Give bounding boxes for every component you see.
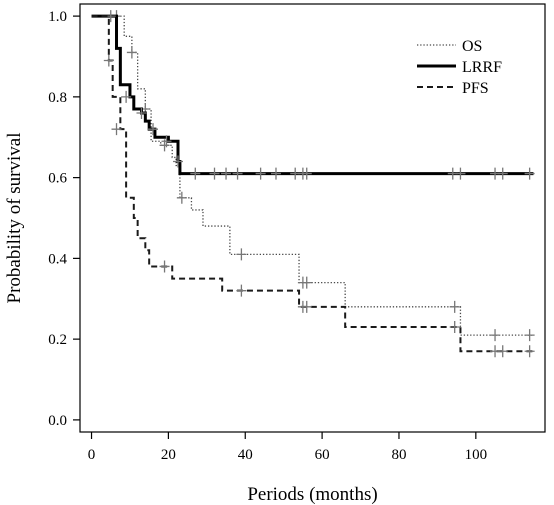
censor-mark-os	[176, 191, 187, 204]
y-tick-label: 0.0	[48, 413, 67, 429]
censor-mark-lrrf	[497, 167, 508, 180]
censor-mark-lrrf	[172, 155, 183, 168]
censor-mark-lrrf	[221, 167, 232, 180]
y-tick-label: 0.2	[48, 332, 67, 348]
x-tick-label: 80	[391, 447, 406, 463]
censor-mark-os	[449, 300, 460, 313]
x-tick-label: 60	[315, 447, 330, 463]
censor-mark-lrrf	[148, 123, 159, 136]
censor-mark-os	[490, 329, 501, 342]
legend-label-pfs: PFS	[462, 80, 489, 97]
censor-mark-lrrf	[524, 167, 535, 180]
x-tick-label: 0	[88, 447, 96, 463]
censor-mark-lrrf	[121, 90, 132, 103]
censor-mark-os	[236, 248, 247, 261]
y-tick-label: 0.6	[48, 171, 67, 187]
censor-mark-pfs	[159, 260, 170, 273]
censor-mark-pfs	[111, 123, 122, 136]
legend-label-lrrf: LRRF	[462, 59, 502, 76]
censor-mark-lrrf	[209, 167, 220, 180]
censor-mark-lrrf	[455, 167, 466, 180]
censor-mark-lrrf	[161, 135, 172, 148]
censor-mark-lrrf	[301, 167, 312, 180]
legend: OS LRRF PFS	[417, 38, 502, 97]
censor-mark-lrrf	[255, 167, 266, 180]
censor-mark-pfs	[103, 54, 114, 67]
y-tick-label: 0.4	[48, 251, 67, 267]
censor-mark-pfs	[497, 345, 508, 358]
series-layer	[91, 10, 535, 358]
censor-mark-lrrf	[136, 107, 147, 120]
plot-frame	[79, 3, 546, 433]
series-line-pfs	[91, 15, 534, 353]
censor-mark-lrrf	[190, 167, 201, 180]
x-tick-label: 100	[465, 447, 488, 463]
y-tick-label: 0.8	[48, 90, 67, 106]
legend-label-os: OS	[462, 38, 482, 55]
censor-mark-lrrf	[270, 167, 281, 180]
censor-mark-pfs	[236, 284, 247, 297]
censor-mark-pfs	[524, 345, 535, 358]
censor-mark-os	[524, 329, 535, 342]
series-lrrf	[91, 10, 535, 180]
censor-mark-os	[126, 46, 137, 59]
x-tick-label: 20	[161, 447, 176, 463]
y-tick-label: 1.0	[48, 9, 67, 25]
x-tick-label: 40	[238, 447, 253, 463]
censor-mark-pfs	[301, 300, 312, 313]
censor-mark-os	[301, 276, 312, 289]
x-axis-title: Periods (months)	[247, 484, 377, 505]
axes: 0 20 40 60 80 100 0.0 0.2 0.4 0.6 0.8 1.0	[48, 3, 546, 463]
censor-mark-lrrf	[232, 167, 243, 180]
censor-mark-pfs	[449, 321, 460, 334]
series-pfs	[91, 15, 535, 358]
y-axis-title: Probability of survival	[4, 133, 25, 304]
